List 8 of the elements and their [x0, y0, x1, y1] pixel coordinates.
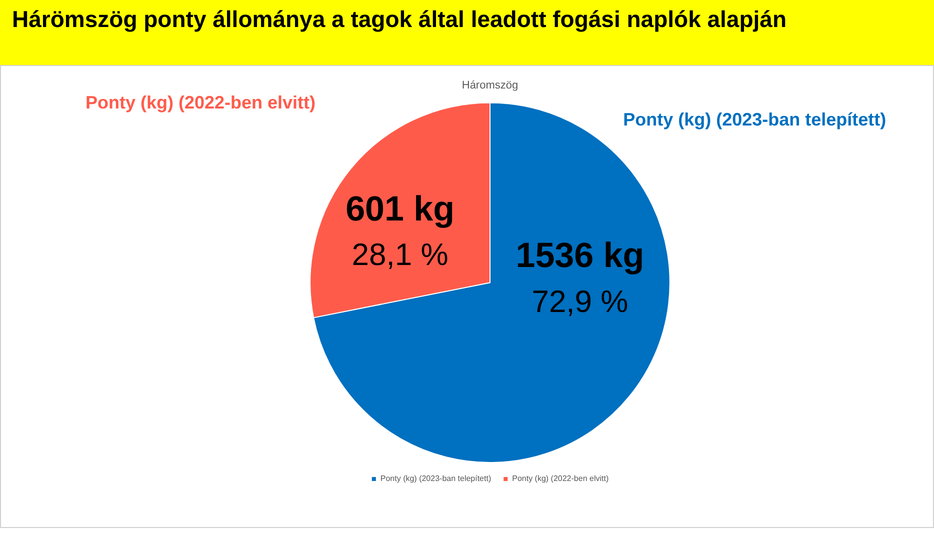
- slice-label: Ponty (kg) (2023-ban telepített): [623, 110, 886, 130]
- chart-title: Hárömszög ponty állománya a tagok által leadott fogási naplók alapján: [0, 0, 934, 65]
- slice-label: Ponty (kg) (2022-ben elvitt): [85, 92, 316, 113]
- data-label: 601 kg 28,1 %: [346, 189, 455, 272]
- chart-subtitle: Háromszög: [462, 80, 518, 92]
- legend-label: Ponty (kg) (2022-ben elvitt): [512, 474, 609, 484]
- legend-label: Ponty (kg) (2023-ban telepített): [380, 474, 492, 484]
- data-label: 1536 kg 72,9 %: [516, 236, 644, 319]
